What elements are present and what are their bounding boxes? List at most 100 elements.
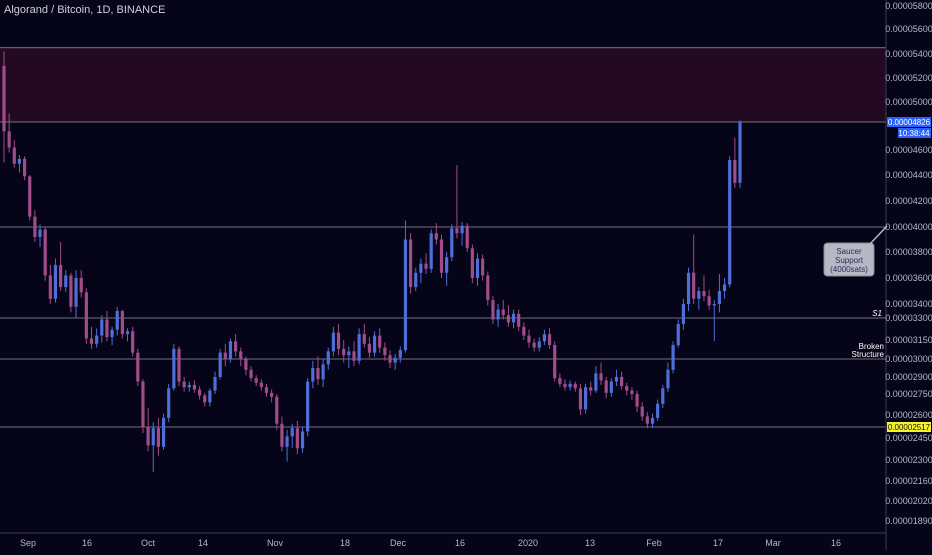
candle[interactable] bbox=[95, 328, 99, 348]
candle[interactable] bbox=[151, 422, 155, 472]
candle[interactable] bbox=[100, 315, 104, 343]
candle[interactable] bbox=[378, 328, 382, 353]
candle[interactable] bbox=[285, 429, 289, 462]
candle[interactable] bbox=[53, 258, 58, 303]
candle[interactable] bbox=[331, 326, 335, 357]
candle[interactable] bbox=[403, 220, 408, 353]
candle[interactable] bbox=[553, 341, 557, 382]
candle[interactable] bbox=[609, 378, 613, 397]
candle[interactable] bbox=[692, 234, 696, 305]
candle[interactable] bbox=[393, 353, 397, 370]
saucer-support-callout[interactable]: Saucer Support (4000sats) bbox=[823, 225, 888, 277]
candle[interactable] bbox=[527, 329, 531, 348]
candle[interactable] bbox=[604, 377, 608, 399]
candle[interactable] bbox=[429, 229, 433, 273]
candle[interactable] bbox=[69, 272, 73, 313]
candle[interactable] bbox=[511, 309, 516, 329]
candle[interactable] bbox=[22, 156, 27, 181]
candle[interactable] bbox=[470, 244, 474, 284]
candle[interactable] bbox=[398, 346, 402, 363]
candle[interactable] bbox=[321, 359, 325, 388]
candle[interactable] bbox=[486, 271, 490, 306]
candle[interactable] bbox=[563, 379, 567, 391]
candle[interactable] bbox=[686, 267, 691, 311]
candle[interactable] bbox=[12, 140, 16, 168]
candle[interactable] bbox=[450, 224, 454, 262]
candle[interactable] bbox=[239, 347, 243, 367]
candle[interactable] bbox=[228, 338, 233, 363]
candle[interactable] bbox=[532, 338, 536, 352]
candle[interactable] bbox=[177, 346, 181, 387]
candle[interactable] bbox=[208, 388, 212, 407]
candle[interactable] bbox=[105, 311, 109, 342]
candle[interactable] bbox=[367, 337, 372, 358]
candle[interactable] bbox=[481, 254, 485, 281]
candle[interactable] bbox=[707, 289, 711, 310]
candle[interactable] bbox=[645, 412, 649, 429]
candle[interactable] bbox=[640, 402, 644, 421]
candle[interactable] bbox=[306, 378, 310, 437]
candle[interactable] bbox=[192, 380, 197, 393]
candle[interactable] bbox=[33, 210, 37, 242]
candle[interactable] bbox=[501, 300, 505, 320]
candle[interactable] bbox=[434, 223, 438, 245]
candle[interactable] bbox=[506, 305, 510, 327]
candle[interactable] bbox=[614, 369, 619, 387]
candle[interactable] bbox=[270, 389, 274, 403]
candle[interactable] bbox=[475, 253, 480, 286]
candle[interactable] bbox=[125, 328, 130, 342]
candle[interactable] bbox=[589, 381, 593, 396]
candle[interactable] bbox=[599, 362, 603, 385]
candle[interactable] bbox=[342, 340, 346, 363]
candle[interactable] bbox=[203, 392, 207, 407]
candle[interactable] bbox=[676, 319, 680, 348]
candle[interactable] bbox=[635, 390, 639, 413]
candle[interactable] bbox=[213, 371, 217, 394]
candle[interactable] bbox=[661, 384, 665, 408]
candle[interactable] bbox=[445, 252, 449, 286]
candle[interactable] bbox=[290, 423, 294, 449]
candle[interactable] bbox=[578, 383, 583, 415]
candle[interactable] bbox=[136, 348, 140, 387]
candle[interactable] bbox=[625, 382, 629, 396]
candle[interactable] bbox=[424, 253, 428, 275]
candle[interactable] bbox=[131, 326, 135, 357]
candle[interactable] bbox=[120, 309, 124, 339]
candle[interactable] bbox=[722, 278, 727, 299]
candle[interactable] bbox=[89, 326, 94, 349]
candle[interactable] bbox=[115, 306, 119, 336]
candle[interactable] bbox=[465, 223, 469, 252]
candle[interactable] bbox=[712, 300, 716, 342]
candle[interactable] bbox=[146, 408, 150, 452]
candle[interactable] bbox=[295, 420, 299, 455]
candle[interactable] bbox=[218, 348, 222, 380]
candle[interactable] bbox=[409, 233, 413, 294]
candle[interactable] bbox=[187, 381, 191, 392]
candle[interactable] bbox=[110, 326, 114, 346]
candle[interactable] bbox=[336, 323, 341, 356]
candle[interactable] bbox=[594, 366, 598, 393]
candle[interactable] bbox=[568, 380, 572, 391]
candle[interactable] bbox=[352, 341, 356, 367]
candle[interactable] bbox=[316, 356, 320, 385]
candle[interactable] bbox=[738, 120, 742, 188]
candle[interactable] bbox=[439, 234, 444, 279]
candle[interactable] bbox=[357, 328, 361, 365]
candle[interactable] bbox=[547, 328, 552, 349]
candle[interactable] bbox=[254, 375, 258, 387]
time-axis[interactable]: Sep 16 Oct 14 Nov 18 Dec 16 2020 13 Feb 17 Mar 16 bbox=[20, 538, 841, 548]
candle[interactable] bbox=[491, 296, 495, 324]
candle[interactable] bbox=[702, 275, 706, 302]
candle[interactable] bbox=[197, 386, 202, 400]
candle[interactable] bbox=[64, 270, 68, 293]
candle[interactable] bbox=[326, 347, 330, 370]
candle[interactable] bbox=[650, 413, 655, 429]
candle[interactable] bbox=[7, 113, 11, 153]
candle[interactable] bbox=[522, 322, 526, 340]
candle[interactable] bbox=[59, 242, 63, 291]
candle[interactable] bbox=[141, 379, 145, 434]
candle[interactable] bbox=[455, 165, 459, 239]
candle[interactable] bbox=[362, 323, 366, 348]
candle[interactable] bbox=[43, 227, 47, 281]
candle[interactable] bbox=[388, 350, 392, 368]
